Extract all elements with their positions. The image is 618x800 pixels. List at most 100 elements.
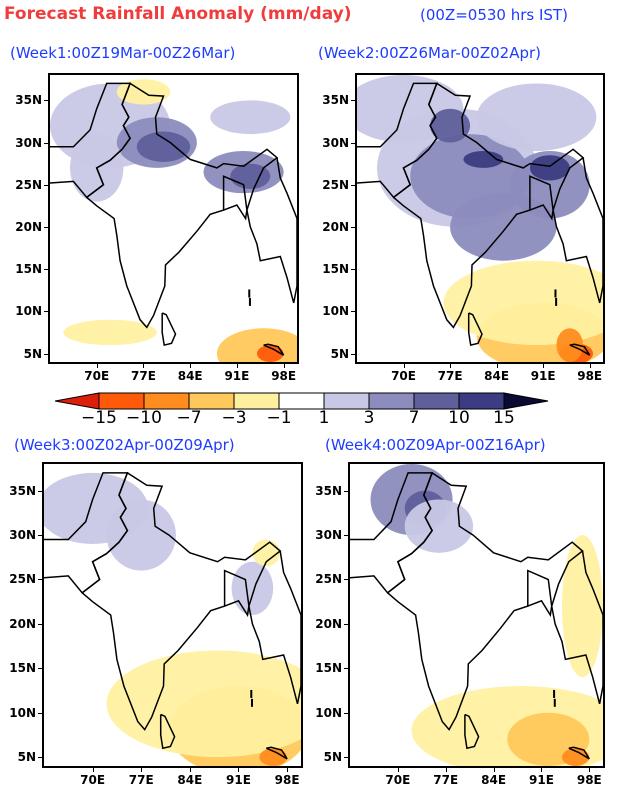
colorbar-label: −3	[221, 408, 247, 428]
country-boundary	[224, 599, 250, 618]
lat-tick	[38, 490, 42, 492]
lat-tick-label: 30N	[9, 528, 36, 543]
lat-tick-label: 15N	[9, 661, 36, 676]
country-boundary	[529, 204, 554, 221]
country-boundary	[266, 746, 288, 760]
country-boundary	[568, 746, 590, 760]
island	[554, 289, 557, 298]
lat-tick	[44, 311, 48, 313]
anomaly-map	[357, 75, 603, 362]
lon-tick-label: 84E	[484, 369, 510, 383]
lat-tick	[44, 353, 48, 355]
lat-tick	[351, 311, 355, 313]
lat-tick-label: 10N	[322, 304, 349, 319]
anomaly-region	[561, 748, 590, 766]
lon-tick-label: 84E	[481, 773, 507, 787]
lon-tick-label: 98E	[274, 773, 300, 787]
colorbar-segment	[413, 392, 460, 410]
lon-tick-label: 70E	[385, 773, 411, 787]
lon-tick	[589, 768, 591, 772]
lon-tick	[589, 364, 591, 368]
island	[553, 698, 556, 707]
lat-tick-label: 25N	[15, 177, 42, 192]
anomaly-region	[216, 328, 297, 362]
colorbar-label: 10	[448, 408, 470, 428]
lat-tick-label: 15N	[315, 661, 342, 676]
lon-tick-label: 91E	[530, 369, 556, 383]
lon-tick	[287, 768, 289, 772]
lat-tick-label: 20N	[9, 616, 36, 631]
anomaly-region	[256, 345, 284, 362]
time-note: (00Z=0530 hrs IST)	[420, 6, 568, 24]
country-boundary	[263, 343, 285, 356]
colorbar-label: −10	[126, 408, 162, 428]
colorbar-segment	[278, 392, 325, 410]
country-boundary	[159, 713, 176, 750]
lon-tick-label: 98E	[577, 369, 603, 383]
country-boundary	[248, 550, 301, 704]
panel-title-week4: (Week4:00Z09Apr-00Z16Apr)	[325, 436, 546, 454]
anomaly-region	[259, 748, 288, 766]
lat-tick-label: 25N	[315, 572, 342, 587]
lat-tick	[344, 535, 348, 537]
panel-title-week1: (Week1:00Z19Mar-00Z26Mar)	[10, 44, 236, 62]
lat-tick	[344, 623, 348, 625]
lat-tick	[44, 226, 48, 228]
lat-tick	[38, 712, 42, 714]
lat-tick-label: 20N	[322, 219, 349, 234]
colorbar-label: −7	[176, 408, 202, 428]
lon-tick	[543, 364, 545, 368]
lon-tick-label: 91E	[226, 773, 251, 787]
colorbar-label: 3	[363, 408, 375, 428]
anomaly-map	[350, 464, 603, 766]
lat-tick-label: 5N	[17, 750, 36, 765]
colorbar-arrow-high	[503, 392, 549, 410]
lat-tick	[351, 353, 355, 355]
lon-tick	[238, 768, 240, 772]
lat-tick-label: 15N	[322, 262, 349, 277]
colorbar-label: −1	[266, 408, 292, 428]
lat-tick	[44, 184, 48, 186]
island	[555, 297, 558, 306]
lat-tick-label: 35N	[15, 93, 42, 108]
colorbar-segment	[98, 392, 145, 410]
lon-tick-label: 98E	[576, 773, 602, 787]
lat-tick	[344, 712, 348, 714]
anomaly-region	[476, 83, 597, 151]
colorbar-segment	[143, 392, 190, 410]
lat-tick-label: 20N	[15, 219, 42, 234]
lon-tick	[403, 364, 405, 368]
island	[250, 689, 253, 698]
lat-tick	[344, 579, 348, 581]
anomaly-region	[450, 193, 557, 261]
map-panel-week4	[348, 462, 605, 768]
lon-tick	[496, 364, 498, 368]
lat-tick-label: 25N	[322, 177, 349, 192]
country-boundary	[569, 343, 591, 356]
anomaly-region	[529, 155, 570, 181]
lat-tick-label: 5N	[323, 750, 342, 765]
colorbar-label: 1	[318, 408, 330, 428]
lon-tick	[141, 768, 143, 772]
anomaly-map	[50, 79, 297, 362]
lat-tick	[351, 269, 355, 271]
lat-tick	[38, 623, 42, 625]
lon-tick-label: 70E	[391, 369, 416, 383]
lat-tick-label: 10N	[15, 304, 42, 319]
island	[250, 698, 253, 707]
map-panel-week1	[48, 73, 299, 364]
colorbar-arrow-low	[54, 392, 100, 410]
island	[553, 689, 556, 698]
colorbar-label: −15	[81, 408, 117, 428]
lon-tick-label: 91E	[224, 369, 250, 383]
lat-tick	[344, 757, 348, 759]
lon-tick	[493, 768, 495, 772]
anomaly-region	[463, 150, 504, 168]
country-boundary	[467, 312, 483, 347]
lon-tick-label: 77E	[437, 369, 463, 383]
country-boundary	[357, 82, 438, 199]
lat-tick	[44, 100, 48, 102]
anomaly-region	[556, 328, 584, 362]
anomaly-region	[252, 539, 281, 567]
lon-tick-label: 70E	[84, 369, 110, 383]
